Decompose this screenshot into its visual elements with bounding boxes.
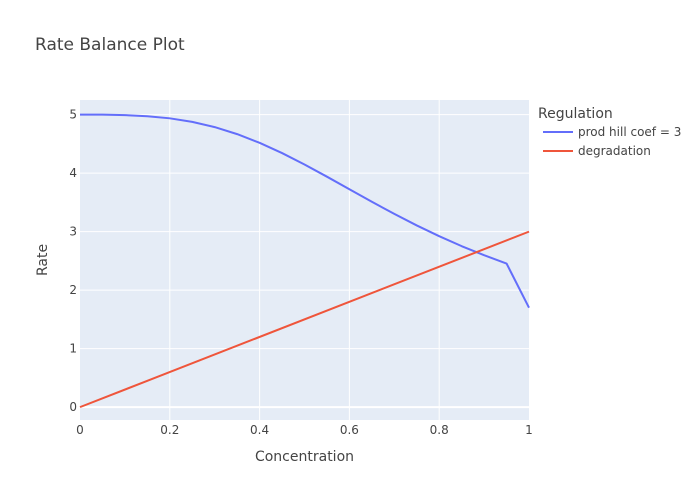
- x-tick-label: 0: [76, 423, 84, 437]
- series-line-prod-hill-coef-3: [79, 113, 530, 309]
- legend-title: Regulation: [538, 106, 613, 122]
- series-layer: [79, 113, 530, 409]
- x-tick-label: 1: [525, 423, 533, 437]
- x-gridlines: [169, 100, 440, 420]
- legend-items: prod hill coef = 3 degradation: [543, 125, 681, 158]
- plot-area: [80, 100, 529, 420]
- y-tick-label: 1: [69, 342, 77, 356]
- y-tick-label: 0: [69, 400, 77, 414]
- y-tick-label: 3: [69, 225, 77, 239]
- y-tick-labels: 0 1 2 3 4 5: [69, 108, 77, 415]
- x-axis-title: Concentration: [255, 449, 354, 465]
- y-axis-title: Rate: [35, 244, 51, 276]
- x-tick-label: 0.2: [160, 423, 179, 437]
- x-tick-label: 0.6: [340, 423, 359, 437]
- legend-label: degradation: [578, 144, 651, 158]
- legend: Regulation prod hill coef = 3 degradation: [538, 106, 681, 158]
- chart-title: Rate Balance Plot: [35, 35, 185, 55]
- x-tick-labels: 0 0.2 0.4 0.6 0.8 1: [76, 423, 533, 437]
- y-gridlines: [80, 114, 529, 409]
- x-tick-label: 0.8: [430, 423, 449, 437]
- legend-label: prod hill coef = 3: [578, 125, 681, 139]
- legend-item[interactable]: degradation: [543, 144, 651, 158]
- y-tick-label: 2: [69, 283, 77, 297]
- y-tick-label: 5: [69, 108, 77, 122]
- series-line-degradation: [79, 230, 530, 409]
- legend-item[interactable]: prod hill coef = 3: [543, 125, 681, 139]
- x-tick-label: 0.4: [250, 423, 269, 437]
- y-tick-label: 4: [69, 166, 77, 180]
